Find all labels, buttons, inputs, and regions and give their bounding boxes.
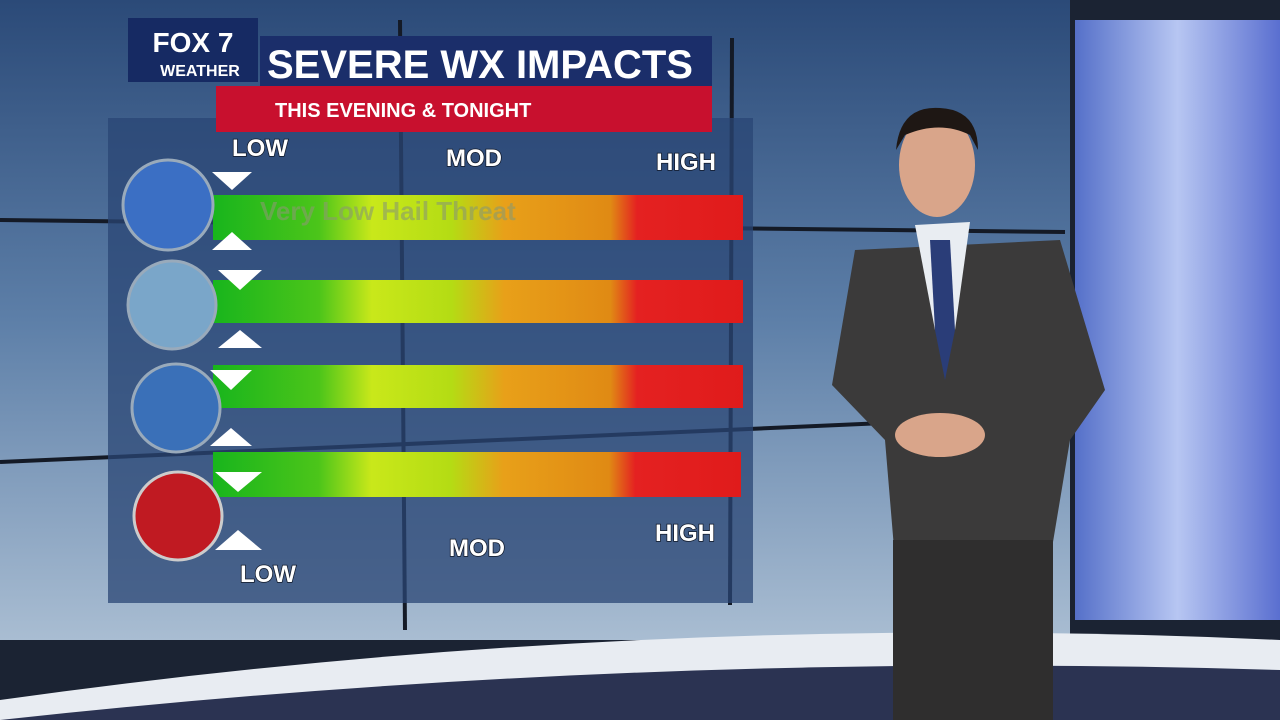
threat-rows: Very Low Hail Threat — [121, 158, 743, 562]
side-wall — [1075, 20, 1280, 620]
scale-high-top: HIGH — [656, 149, 716, 176]
threat-bar — [213, 365, 743, 408]
scale-low-top: LOW — [232, 135, 288, 162]
scale-high-bottom: HIGH — [655, 520, 715, 547]
pointer-triangles — [210, 172, 262, 550]
rain-icon — [130, 362, 222, 454]
hail-label: Very Low Hail Threat — [260, 196, 516, 226]
wind-icon — [126, 259, 218, 351]
scale-low-bottom: LOW — [240, 561, 296, 588]
threat-bar — [213, 452, 741, 497]
scale-mod-top: MOD — [446, 145, 502, 172]
title: SEVERE WX IMPACTS — [267, 43, 693, 87]
tornado-icon — [132, 470, 224, 562]
logo-box — [128, 18, 258, 82]
logo-brand: FOX 7 — [153, 27, 234, 58]
subtitle: THIS EVENING & TONIGHT — [275, 100, 531, 122]
threat-bar — [213, 280, 743, 323]
logo-sub: WEATHER — [160, 63, 240, 80]
hail-icon — [121, 158, 215, 252]
subtitle-bar — [216, 86, 712, 132]
presenter — [832, 107, 1105, 720]
scale-mod-bottom: MOD — [449, 535, 505, 562]
title-bar — [260, 36, 712, 86]
threat-bar — [213, 195, 743, 240]
